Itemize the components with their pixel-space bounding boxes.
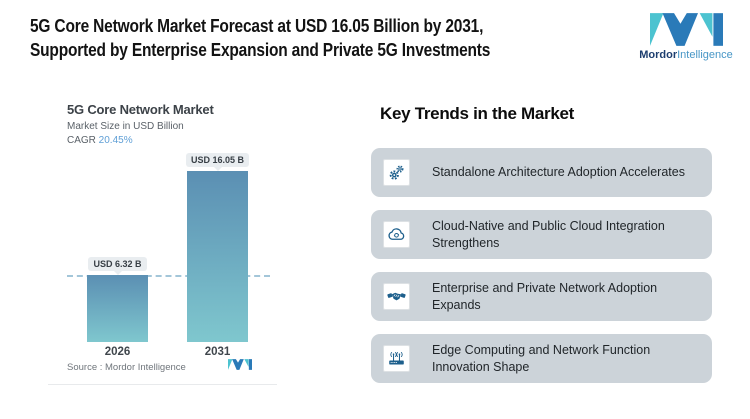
- cloud-sync-icon: [388, 228, 405, 240]
- x-axis-label-2031: 2031: [204, 346, 231, 358]
- mordor-logo-icon: [649, 13, 723, 46]
- brand-name-bold: Mordor: [639, 49, 678, 61]
- brand-name-light: Intelligence: [677, 49, 733, 61]
- bar-2031: [187, 171, 248, 342]
- reference-dashed-line: [67, 274, 270, 277]
- market-size-chart: 5G Core Network Market Market Size in US…: [48, 96, 328, 396]
- brand-name: MordorIntelligence: [639, 49, 733, 61]
- mordor-logo-mini-icon: [228, 359, 252, 370]
- bar-value-tooltip-2031: USD 16.05 B: [185, 153, 250, 167]
- handshake-icon: [387, 292, 406, 301]
- chart-cagr: CAGR 20.45%: [67, 135, 133, 146]
- page-title: 5G Core Network Market Forecast at USD 1…: [30, 16, 491, 60]
- trend-card-text: Enterprise and Private Network Adoption …: [432, 281, 658, 312]
- trend-card-list: Standalone Architecture Adoption Acceler…: [371, 148, 712, 383]
- trend-card-enterprise-private: Enterprise and Private Network Adoption …: [371, 272, 712, 321]
- gears-icon: [389, 165, 404, 180]
- trend-card-standalone-architecture: Standalone Architecture Adoption Acceler…: [371, 148, 712, 197]
- trend-icon-box: [383, 221, 410, 248]
- cagr-label: CAGR: [67, 135, 99, 146]
- bar-column-2026: USD 6.32 B: [87, 256, 148, 342]
- bar-2026: [87, 274, 148, 342]
- trend-card-text: Edge Computing and Network Function Inno…: [432, 343, 651, 374]
- chart-title: 5G Core Network Market: [67, 102, 214, 117]
- chart-subtitle: Market Size in USD Billion: [67, 121, 184, 132]
- trends-heading: Key Trends in the Market: [380, 104, 575, 123]
- router-signal-icon: [389, 352, 404, 365]
- bar-column-2031: USD 16.05 B: [185, 153, 250, 342]
- trend-card-edge-computing: Edge Computing and Network Function Inno…: [371, 334, 712, 383]
- trend-icon-box: [383, 159, 410, 186]
- source-attribution: Source : Mordor Intelligence: [67, 362, 186, 373]
- trend-card-text: Standalone Architecture Adoption Acceler…: [432, 165, 685, 180]
- trend-card-text: Cloud-Native and Public Cloud Integratio…: [432, 219, 665, 250]
- cagr-value: 20.45%: [98, 135, 133, 146]
- trend-icon-box: [383, 345, 410, 372]
- bar-value-tooltip-2026: USD 6.32 B: [88, 256, 147, 271]
- trend-card-cloud-native: Cloud-Native and Public Cloud Integratio…: [371, 210, 712, 259]
- brand-logo: MordorIntelligence: [627, 13, 745, 61]
- trend-icon-box: [383, 283, 410, 310]
- x-axis-label-2026: 2026: [104, 346, 131, 358]
- chart-footer-divider: [48, 384, 277, 385]
